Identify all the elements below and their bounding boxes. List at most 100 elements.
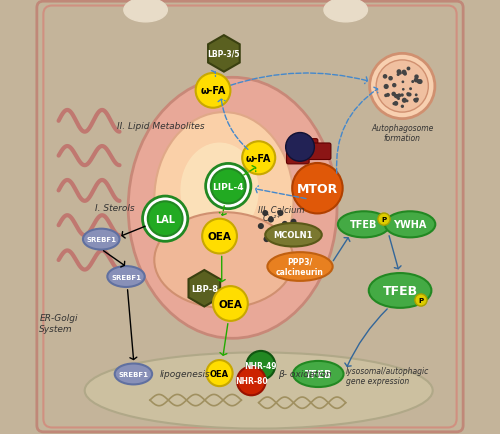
Ellipse shape (154, 113, 294, 286)
Circle shape (394, 102, 398, 107)
Circle shape (213, 286, 248, 321)
Circle shape (258, 224, 264, 230)
Circle shape (288, 237, 294, 243)
Circle shape (384, 95, 388, 98)
Text: MTOR: MTOR (297, 182, 338, 195)
Circle shape (403, 72, 407, 76)
Ellipse shape (84, 352, 432, 428)
Circle shape (402, 89, 404, 92)
Circle shape (415, 94, 418, 97)
Text: Autophagosome
formation: Autophagosome formation (371, 124, 434, 143)
Circle shape (416, 80, 421, 85)
Circle shape (370, 54, 435, 119)
Circle shape (292, 164, 343, 214)
Text: β- oxidation: β- oxidation (278, 370, 332, 378)
Ellipse shape (124, 0, 168, 23)
Text: lipogenesis: lipogenesis (160, 370, 210, 378)
Circle shape (418, 80, 422, 85)
Circle shape (242, 142, 275, 175)
Text: TFEB: TFEB (304, 369, 332, 379)
Polygon shape (208, 36, 240, 72)
Text: NHR-49: NHR-49 (244, 361, 277, 370)
Circle shape (196, 74, 230, 108)
FancyBboxPatch shape (44, 7, 457, 427)
Ellipse shape (180, 143, 258, 239)
Circle shape (397, 94, 402, 99)
Circle shape (376, 61, 428, 113)
Circle shape (392, 84, 396, 88)
Circle shape (290, 219, 296, 225)
Circle shape (202, 219, 237, 254)
Text: LAL: LAL (155, 214, 175, 224)
Text: SREBF1: SREBF1 (111, 274, 141, 280)
Circle shape (400, 94, 404, 98)
Ellipse shape (338, 212, 390, 238)
Circle shape (396, 74, 400, 77)
Circle shape (409, 88, 412, 91)
Text: TFEB: TFEB (382, 284, 418, 297)
Circle shape (384, 85, 389, 90)
Circle shape (414, 99, 418, 103)
Circle shape (398, 72, 402, 76)
FancyBboxPatch shape (37, 2, 463, 432)
Text: LBP-8: LBP-8 (191, 284, 218, 293)
Circle shape (408, 93, 412, 97)
Ellipse shape (268, 253, 332, 281)
Text: P: P (418, 297, 424, 303)
Text: ER-Golgi
System: ER-Golgi System (40, 314, 78, 333)
Circle shape (400, 105, 404, 108)
Text: SREBF1: SREBF1 (86, 237, 116, 243)
Circle shape (268, 217, 274, 223)
Polygon shape (188, 270, 220, 307)
Circle shape (406, 100, 408, 103)
FancyBboxPatch shape (308, 144, 331, 160)
Circle shape (388, 77, 393, 81)
Ellipse shape (385, 212, 436, 238)
Ellipse shape (128, 78, 337, 339)
Text: III. Calcium: III. Calcium (258, 205, 304, 214)
Circle shape (415, 294, 427, 306)
Text: I. Sterols: I. Sterols (96, 204, 135, 213)
Circle shape (392, 103, 396, 106)
Circle shape (142, 197, 188, 242)
Circle shape (414, 99, 416, 102)
Circle shape (275, 232, 281, 238)
Text: lysosomal/autophagic
gene expression: lysosomal/autophagic gene expression (346, 366, 429, 385)
Ellipse shape (265, 224, 322, 247)
FancyBboxPatch shape (295, 139, 318, 156)
Circle shape (282, 221, 288, 227)
Ellipse shape (83, 229, 120, 250)
Circle shape (406, 93, 410, 97)
Circle shape (246, 351, 275, 380)
Circle shape (416, 98, 419, 101)
Circle shape (406, 93, 409, 96)
Circle shape (262, 210, 268, 217)
Text: OEA: OEA (210, 369, 229, 378)
Circle shape (406, 67, 410, 71)
Text: TFEB: TFEB (350, 220, 378, 230)
Text: OEA: OEA (218, 299, 242, 309)
Circle shape (278, 210, 283, 217)
Text: ω-FA: ω-FA (200, 86, 226, 96)
Circle shape (206, 164, 251, 209)
Circle shape (395, 95, 400, 99)
Text: YWHA: YWHA (394, 220, 427, 230)
Text: ω-FA: ω-FA (246, 154, 272, 163)
Circle shape (402, 99, 407, 104)
Circle shape (386, 94, 390, 98)
Text: LBP-3/5: LBP-3/5 (208, 50, 240, 59)
Circle shape (264, 237, 270, 243)
Circle shape (382, 75, 388, 79)
Text: P: P (382, 217, 386, 223)
Circle shape (414, 79, 418, 83)
Circle shape (378, 214, 390, 226)
Text: NHR-80: NHR-80 (235, 377, 268, 385)
Circle shape (397, 98, 400, 101)
Circle shape (237, 367, 266, 395)
Ellipse shape (108, 266, 144, 287)
Text: LIPL-4: LIPL-4 (212, 182, 244, 191)
Circle shape (392, 92, 396, 97)
Text: Ca²⁺: Ca²⁺ (263, 214, 282, 223)
Circle shape (411, 81, 414, 84)
Circle shape (206, 360, 233, 386)
